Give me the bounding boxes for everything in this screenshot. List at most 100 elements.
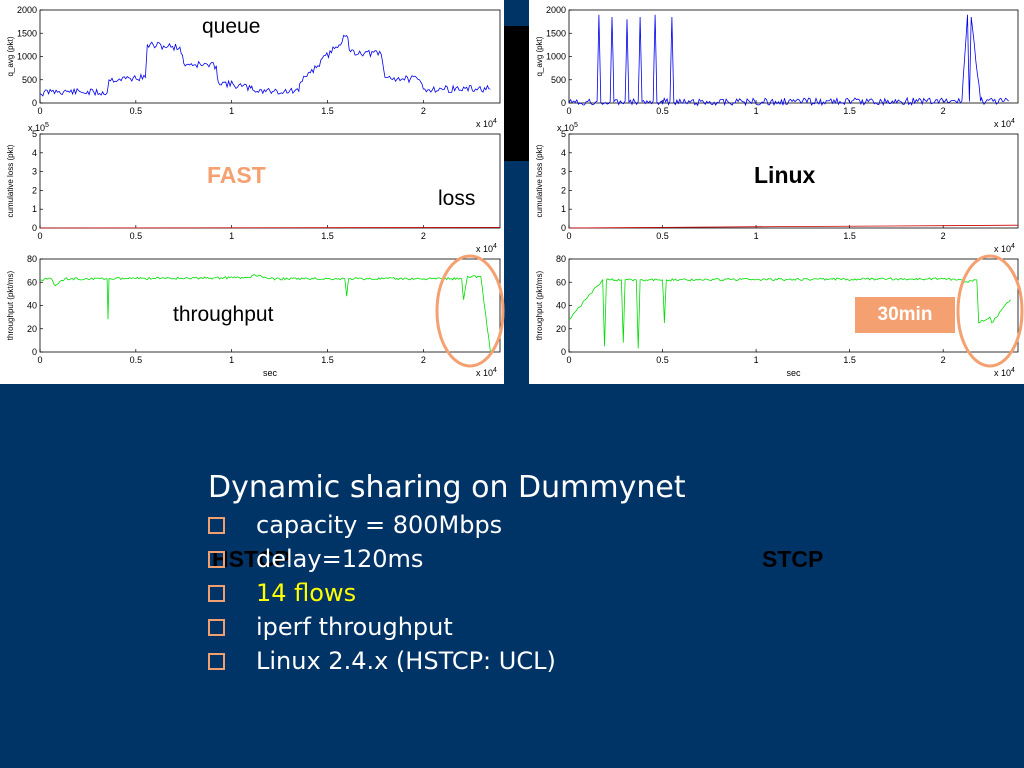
bullet-item: iperf throughput — [208, 613, 453, 641]
x-tick-label: 2 — [941, 231, 946, 241]
plot-frame — [39, 258, 501, 353]
highlight-overlay — [435, 254, 1024, 368]
highlight-ellipse-fast — [435, 254, 505, 368]
bullet-box-icon — [208, 619, 225, 636]
x-tick-label: 1.5 — [321, 231, 334, 241]
stcp-label: STCP — [762, 546, 824, 572]
x-tick-label: 1 — [754, 231, 759, 241]
bullet-box-icon — [208, 551, 225, 568]
x-tick-label: 0 — [37, 231, 42, 241]
y-tick-label: 4 — [561, 148, 566, 158]
y-tick-label: 4 — [32, 148, 37, 158]
bullet-box-icon — [208, 653, 225, 670]
plot-frame — [39, 9, 501, 104]
bullet-item: capacity = 800Mbps — [208, 511, 502, 539]
bullet-text: capacity = 800Mbps — [256, 511, 503, 539]
x-tick-label: 0 — [566, 355, 571, 365]
loss-annotation: loss — [438, 187, 476, 210]
x-tick-label: 1.5 — [843, 231, 856, 241]
y-tick-label: 1000 — [17, 52, 37, 62]
x-exponent-label: x 104 — [476, 243, 497, 254]
bullet-text: delay=120ms — [256, 545, 424, 573]
y-tick-label: 80 — [27, 254, 37, 264]
x-exponent-label: x 104 — [994, 118, 1015, 129]
y-tick-label: 2000 — [546, 5, 566, 15]
x-tick-label: 0 — [37, 355, 42, 365]
plot-frame — [568, 133, 1019, 229]
x-tick-label: 0 — [37, 106, 42, 116]
bullet-item: 14 flows — [208, 579, 356, 607]
y-tick-label: 1 — [561, 204, 566, 214]
y-tick-label: 0 — [32, 98, 37, 108]
x-tick-label: 1.5 — [321, 106, 334, 116]
x-tick-label: 1.5 — [843, 106, 856, 116]
chart-left-loss: 0 1 2 3 4 5 0 0.5 1 1.5 2 x 104 x 105 cumulative loss… — [6, 122, 501, 254]
y-tick-label: 1500 — [17, 28, 37, 38]
queue-annotation: queue — [202, 15, 261, 38]
y-tick-label: 60 — [27, 277, 37, 287]
y-tick-label: 0 — [561, 347, 566, 357]
bullet-box-icon — [208, 517, 225, 534]
y-tick-label: 5 — [561, 129, 566, 139]
linux-label: Linux — [754, 162, 816, 188]
chart-right-queue: 0 500 1000 1500 2000 0 0.5 1 1.5 2 x 104 q_avg (pkt… — [535, 5, 1019, 129]
y-tick-label: 0 — [32, 347, 37, 357]
y-tick-label: 20 — [27, 324, 37, 334]
x-tick-label: 2 — [941, 355, 946, 365]
y-tick-label: 3 — [561, 167, 566, 177]
x-tick-label: 0.5 — [130, 355, 143, 365]
bullet-box-icon — [208, 585, 225, 602]
y-tick-label: 40 — [556, 301, 566, 311]
x-tick-label: 0.5 — [130, 106, 143, 116]
x-tick-label: 1.5 — [843, 355, 856, 365]
throughput-annotation: throughput — [173, 303, 274, 326]
y-tick-label: 2 — [561, 185, 566, 195]
y-tick-label: 60 — [556, 277, 566, 287]
y-axis-label: q_avg (pkt) — [6, 36, 15, 76]
bullet-text: iperf throughput — [256, 613, 453, 641]
y-axis-label: throughput (pkt/ms) — [6, 270, 15, 340]
x-tick-label: 1 — [754, 355, 759, 365]
x-tick-label: 0.5 — [130, 231, 143, 241]
x-tick-label: 2 — [421, 106, 426, 116]
x-tick-label: 0 — [566, 231, 571, 241]
x-axis-label: sec — [263, 368, 278, 378]
series-line-queue — [568, 14, 1009, 107]
x-tick-label: 1 — [754, 106, 759, 116]
y-tick-label: 20 — [556, 324, 566, 334]
x-tick-label: 1 — [229, 106, 234, 116]
series-line-throughput — [39, 274, 491, 353]
slide-title: Dynamic sharing on Dummynet — [208, 470, 686, 505]
fast-label: FAST — [207, 162, 266, 188]
y-tick-label: 2000 — [17, 5, 37, 15]
x-exponent-label: x 104 — [994, 243, 1015, 254]
y-tick-label: 1 — [32, 204, 37, 214]
x-tick-label: 2 — [421, 231, 426, 241]
bullet-item: delay=120ms — [208, 545, 423, 573]
x-tick-label: 2 — [941, 106, 946, 116]
x-tick-label: 0 — [566, 106, 571, 116]
series-line-loss — [39, 226, 501, 229]
x-tick-label: 2 — [421, 355, 426, 365]
plot-frame — [39, 133, 501, 229]
y-tick-label: 80 — [556, 254, 566, 264]
y-tick-label: 5 — [32, 129, 37, 139]
y-tick-label: 0 — [561, 98, 566, 108]
chart-left-throughput: 0 20 40 60 80 0 0.5 1 1.5 2 x 104 throughput (pkt/m… — [6, 254, 501, 378]
x-exponent-label: x 104 — [476, 118, 497, 129]
y-tick-label: 500 — [22, 75, 37, 85]
x-tick-label: 0.5 — [656, 231, 669, 241]
y-axis-label: cumulative loss (pkt) — [6, 144, 15, 217]
bullet-item: Linux 2.4.x (HSTCP: UCL) — [208, 647, 556, 675]
y-exponent-label: x 105 — [28, 122, 49, 133]
x-axis-label: sec — [786, 368, 801, 378]
y-tick-label: 2 — [32, 185, 37, 195]
bullet-text: 14 flows — [256, 579, 357, 607]
x-tick-label: 1.5 — [321, 355, 334, 365]
30min-badge: 30min — [855, 297, 955, 333]
series-line-throughput — [568, 277, 1011, 349]
y-tick-label: 0 — [32, 223, 37, 233]
series-line-queue — [39, 34, 491, 97]
